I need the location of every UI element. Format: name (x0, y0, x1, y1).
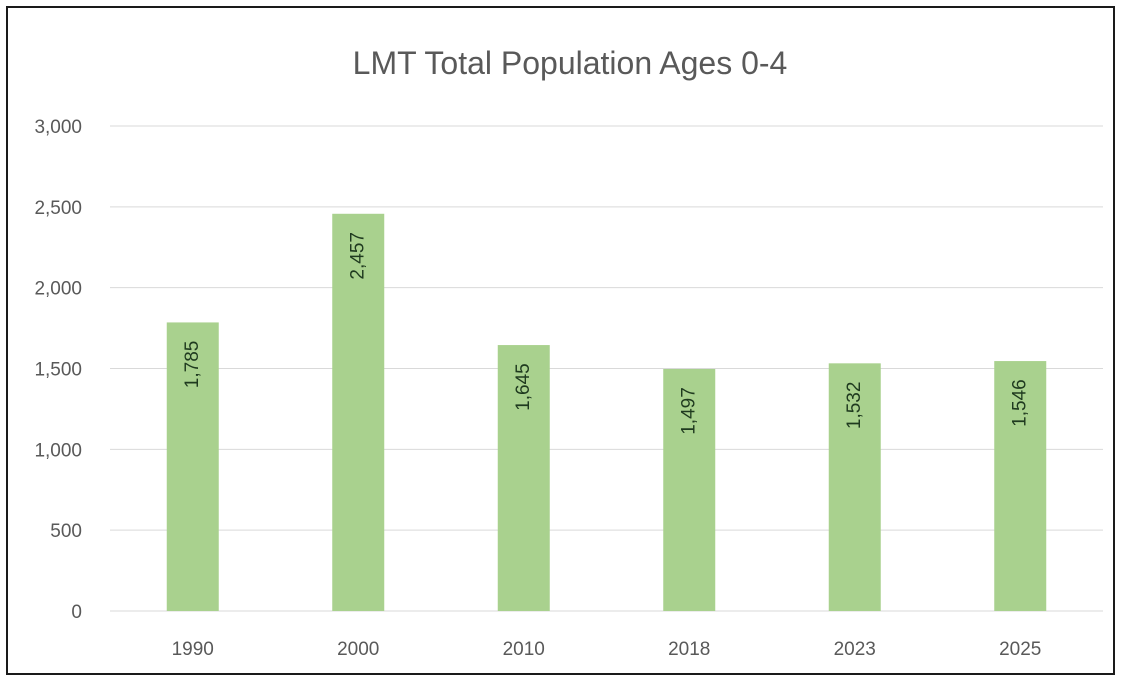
gridlines (110, 125, 1103, 612)
y-tick-label: 2,000 (34, 279, 82, 300)
bar (497, 345, 550, 611)
bar (166, 322, 219, 611)
bar (828, 363, 881, 611)
data-label: 1,546 (1010, 379, 1031, 427)
y-tick-label: 1,000 (34, 440, 82, 461)
bar (994, 361, 1047, 611)
bar (663, 368, 716, 611)
data-label: 1,645 (513, 363, 534, 411)
y-tick-label: 500 (50, 521, 82, 542)
chart-title: LMT Total Population Ages 0-4 (353, 45, 788, 81)
x-tick-label: 1990 (172, 639, 214, 660)
x-tick-label: 2018 (668, 639, 710, 660)
y-tick-label: 0 (71, 602, 82, 623)
x-tick-label: 2000 (337, 639, 379, 660)
x-axis-ticks: 1990 2000 2010 2018 2023 2025 (172, 639, 1042, 660)
y-tick-label: 3,000 (34, 117, 82, 138)
y-axis-ticks: 0 500 1,000 1,500 2,000 2,500 3,000 (34, 117, 82, 623)
data-label: 1,497 (679, 387, 700, 435)
data-label: 1,532 (844, 382, 865, 430)
bar (332, 213, 385, 611)
x-tick-label: 2023 (834, 639, 876, 660)
data-label: 2,457 (348, 232, 369, 280)
y-tick-label: 2,500 (34, 198, 82, 219)
data-labels: 1,785 2,457 1,645 1,497 1,532 1,546 (182, 232, 1031, 435)
y-tick-label: 1,500 (34, 360, 82, 381)
x-tick-label: 2010 (503, 639, 545, 660)
bars (166, 213, 1047, 611)
x-tick-label: 2025 (999, 639, 1041, 660)
data-label: 1,785 (182, 341, 203, 389)
